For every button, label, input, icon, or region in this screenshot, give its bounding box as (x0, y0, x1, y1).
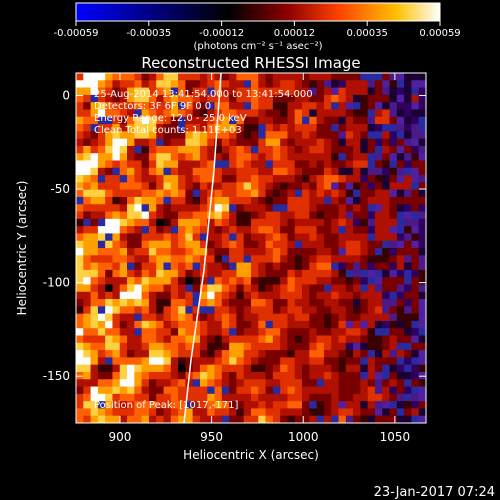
colorbar-units: (photons cm⁻² s⁻¹ asec⁻²) (193, 41, 322, 52)
x-tick-label: 900 (109, 430, 132, 444)
x-tick-label: 1000 (288, 430, 319, 444)
annotation-clean-counts: Clean Total counts: 1.11E+03 (94, 125, 242, 136)
x-axis-label: Heliocentric X (arcsec) (183, 448, 319, 462)
colorbar-tick-label: 0.00012 (274, 28, 315, 39)
annotation-peak-position: Position of Peak: [1017,-171] (94, 400, 238, 411)
colorbar-tick-label: 0.00059 (419, 28, 460, 39)
colorbar-scale (76, 3, 440, 21)
x-tick-label: 1050 (380, 430, 411, 444)
annotation-detectors: Detectors: 3F 6F 9F 0 0 (94, 101, 211, 112)
colorbar-tick-label: -0.00012 (199, 28, 244, 39)
plot-frame (75, 72, 427, 424)
y-tick-label: -100 (43, 276, 70, 290)
x-tick-label: 950 (200, 430, 223, 444)
footer-timestamp: 23-Jan-2017 07:24 (374, 485, 495, 500)
y-axis-label: Heliocentric Y (arcsec) (15, 181, 29, 316)
colorbar-tick-label: -0.00035 (126, 28, 171, 39)
colorbar-frame (75, 2, 441, 22)
y-tick-label: -50 (50, 182, 70, 196)
plot-title: Reconstructed RHESSI Image (141, 54, 360, 72)
heatmap-image (76, 73, 426, 423)
y-tick-label: 0 (62, 88, 70, 102)
y-tick-label: -150 (43, 369, 70, 383)
colorbar-tick-label: 0.00035 (347, 28, 388, 39)
colorbar-tick-label: -0.00059 (54, 28, 99, 39)
annotation-time-range: 25-Aug-2014 13:41:54.000 to 13:41:54.000 (94, 89, 313, 100)
solar-limb-line (183, 73, 222, 423)
annotation-energy: Energy Range: 12.0 - 25.0 keV (94, 113, 247, 124)
